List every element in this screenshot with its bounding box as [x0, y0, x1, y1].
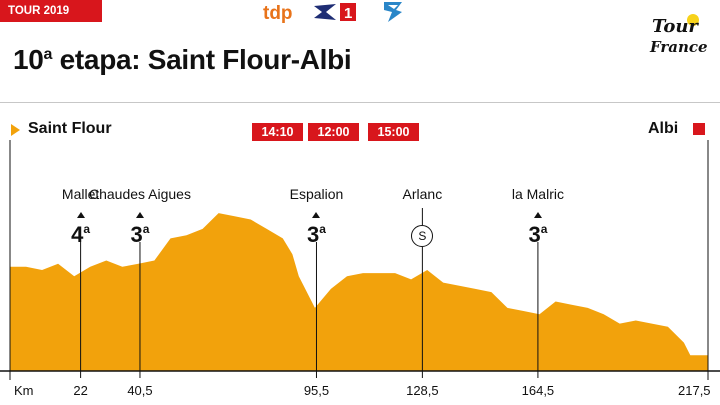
checkpoint-name: Espalion — [289, 186, 344, 202]
checkpoint-name: Mallet — [61, 186, 100, 202]
km-tick-label: 22 — [73, 383, 88, 398]
channel-time: 14:10 — [252, 123, 303, 141]
tour-de-france-logo-icon: Tour France — [649, 14, 708, 56]
finish-square-icon — [693, 123, 705, 135]
page-title: 10a etapa: Saint Flour-Albi — [13, 44, 352, 75]
sprint-icon: S — [411, 225, 434, 247]
channel-time: 15:00 — [368, 123, 419, 141]
eurosport1-logo-icon: 1 — [314, 3, 356, 22]
svg-text:1: 1 — [344, 5, 352, 22]
svg-text:tdp: tdp — [263, 3, 293, 24]
climb-triangle-icon — [76, 212, 85, 218]
svg-text:France: France — [649, 38, 708, 56]
start-arrow-icon — [11, 124, 20, 136]
svg-text:Tour: Tour — [652, 16, 699, 37]
climb-category: 3a — [307, 222, 326, 247]
climb-triangle-icon — [312, 212, 321, 218]
finish-label: Albi — [648, 120, 679, 137]
channel-time: 12:00 — [308, 123, 359, 141]
profile-area — [10, 213, 708, 371]
checkpoint-name: la Malric — [511, 186, 564, 202]
checkpoint-name: Arlanc — [402, 186, 443, 202]
climb-category: 3a — [130, 222, 150, 247]
km-tick-label: 217,5 — [678, 383, 711, 398]
tdp-logo-icon: tdp — [263, 3, 293, 24]
km-tick-label: 95,5 — [303, 383, 330, 398]
divider — [0, 102, 720, 103]
channel-logo-icon — [384, 2, 402, 22]
climb-category: 3a — [528, 222, 548, 247]
km-tick-label: 40,5 — [127, 383, 153, 398]
tour-tag: TOUR 2019 — [0, 0, 102, 22]
km-tick-label: 128,5 — [406, 383, 439, 398]
axis-unit-label: Km — [14, 383, 34, 398]
start-label: Saint Flour — [28, 120, 112, 137]
climb-triangle-icon — [135, 212, 144, 218]
checkpoint-name: Chaudes Aigues — [88, 186, 191, 202]
climb-triangle-icon — [533, 212, 542, 218]
climb-category: 4a — [71, 222, 91, 247]
km-tick-label: 164,5 — [521, 383, 555, 398]
